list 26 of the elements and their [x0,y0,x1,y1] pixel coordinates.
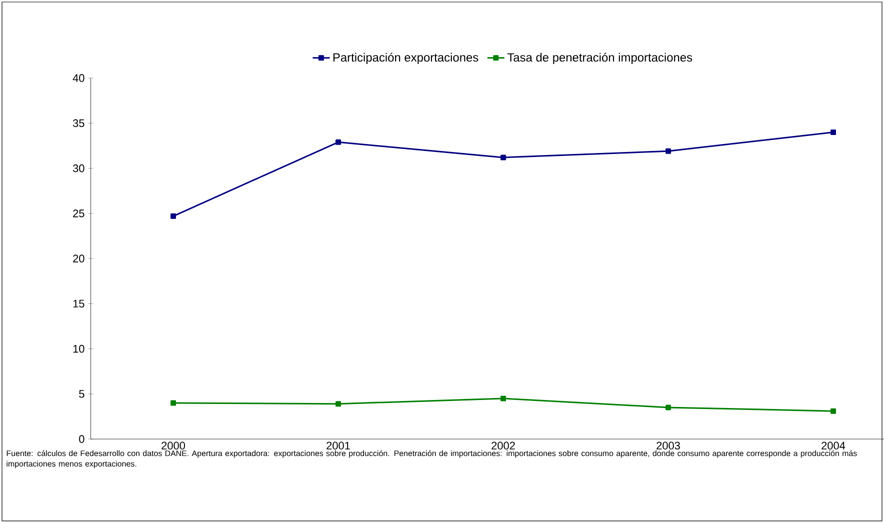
y-tick-label: 30 [72,164,84,172]
x-tick-label: 2000 [162,442,186,450]
legend-label: Tasa de penetración importaciones [507,52,692,64]
y-tick-label: 35 [72,119,84,128]
x-tick-label: 2002 [492,442,515,450]
point [500,154,506,160]
y-tick-label: 0 [79,435,84,443]
point [500,396,506,402]
legend-label: Participación exportaciones [333,52,478,64]
y-tick-label: 10 [73,344,84,353]
y-tick-label: 5 [79,390,84,398]
point [666,148,672,154]
y-tick-label: 40 [72,74,84,82]
point [830,129,836,135]
point [170,213,176,219]
x-tick-label: 2003 [656,442,680,450]
point [666,404,672,410]
x-tick-label: 2001 [326,442,350,450]
y-tick-label: 25 [73,210,84,218]
y-tick-label: 20 [73,254,84,262]
point [830,408,836,414]
y-tick-label: 15 [73,300,84,308]
x-tick-label: 2004 [822,442,846,450]
point [336,139,342,145]
point [336,401,342,407]
point [170,400,176,406]
